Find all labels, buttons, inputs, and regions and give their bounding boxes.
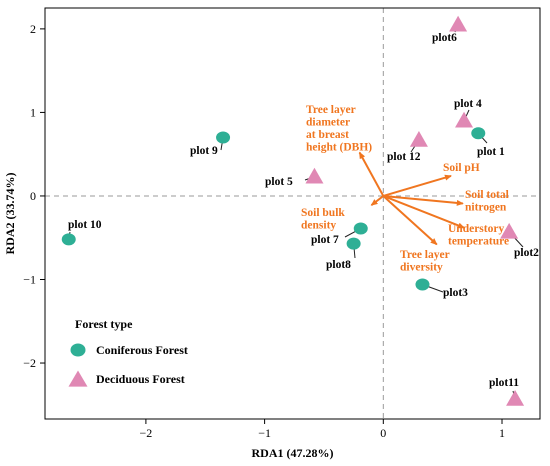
arrow-label: at breast xyxy=(306,129,349,141)
x-tick-label: −2 xyxy=(140,426,153,440)
env-arrow xyxy=(370,195,384,206)
coniferous-point xyxy=(415,278,430,291)
coniferous-point xyxy=(471,127,486,140)
legend-triangle-icon xyxy=(68,370,88,387)
x-tick-label: 0 xyxy=(380,426,386,440)
y-tick-label: −2 xyxy=(23,356,36,370)
x-tick-label: 1 xyxy=(499,426,505,440)
env-arrow xyxy=(383,194,464,206)
legend-title: Forest type xyxy=(75,317,133,331)
coniferous-point xyxy=(353,222,368,235)
point-label: plot8 xyxy=(326,259,351,271)
point-label: plot 1 xyxy=(477,146,505,158)
point-label: plot 7 xyxy=(311,234,339,246)
env-arrow xyxy=(382,195,465,229)
arrow-label: nitrogen xyxy=(465,202,507,214)
arrow-label: height (DBH) xyxy=(306,142,372,154)
point-label: plot6 xyxy=(432,32,457,44)
legend-item-label: Coniferous Forest xyxy=(96,343,188,357)
arrow-label: temperature xyxy=(448,236,509,248)
plot-frame xyxy=(44,7,541,420)
env-arrow xyxy=(358,151,385,197)
y-tick-label: 0 xyxy=(30,189,36,203)
point-label: plot 5 xyxy=(265,176,293,188)
point-label: plot3 xyxy=(443,287,468,299)
deciduous-point xyxy=(449,15,468,32)
env-arrow xyxy=(383,174,452,197)
x-axis-title: RDA1 (47.28%) xyxy=(252,446,334,460)
arrow-label: Tree layer xyxy=(400,249,450,261)
y-axis-title: RDA2 (33.74%) xyxy=(3,173,17,255)
point-label: plot2 xyxy=(514,247,539,259)
deciduous-point xyxy=(455,111,474,128)
arrow-label: density xyxy=(301,220,336,232)
point-label: plot 10 xyxy=(68,219,102,231)
env-arrow xyxy=(382,195,438,246)
legend-item-label: Deciduous Forest xyxy=(96,372,185,386)
point-label: plot11 xyxy=(489,377,519,389)
point-label: plot 4 xyxy=(454,98,482,110)
point-label: plot 12 xyxy=(387,151,421,163)
arrow-label: diameter xyxy=(306,117,350,129)
deciduous-point xyxy=(305,167,324,184)
arrow-label: Tree layer xyxy=(306,104,356,116)
coniferous-point xyxy=(346,237,361,250)
y-tick-label: 1 xyxy=(30,105,36,119)
arrow-label: Soil bulk xyxy=(301,207,345,219)
y-tick-label: −1 xyxy=(23,272,36,286)
arrow-label: Understory xyxy=(448,223,504,235)
arrow-label: Soil total xyxy=(465,189,509,201)
deciduous-point xyxy=(506,389,525,406)
deciduous-point xyxy=(409,130,428,147)
coniferous-point xyxy=(216,131,231,144)
arrow-label: Soil pH xyxy=(443,162,480,174)
x-tick-label: −1 xyxy=(258,426,271,440)
legend-circle-icon xyxy=(70,343,86,357)
deciduous-point xyxy=(500,222,519,239)
point-label: plot 9 xyxy=(190,145,218,157)
coniferous-point xyxy=(61,233,76,246)
arrow-label: diversity xyxy=(400,262,443,274)
y-tick-label: 2 xyxy=(30,22,36,36)
